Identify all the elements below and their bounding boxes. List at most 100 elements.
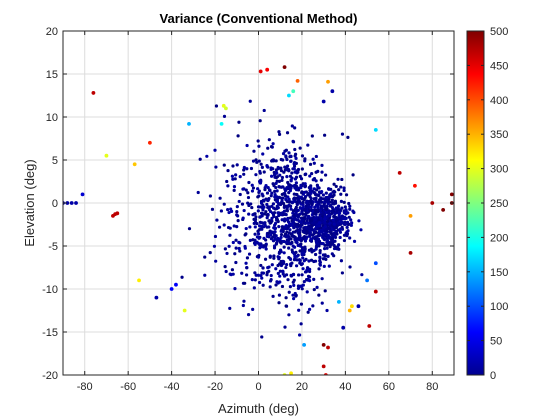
data-point [340,220,344,224]
data-point [221,103,226,108]
data-point [230,174,234,178]
data-point [268,209,273,214]
data-point [289,371,293,375]
data-point [331,208,335,212]
data-point [237,240,241,244]
data-point [294,211,298,215]
data-point [294,250,298,254]
data-point [244,226,248,231]
data-point [312,161,316,165]
data-point [351,173,355,177]
colorbar-tick-label: 50 [490,336,502,348]
data-point [310,218,314,223]
data-point [288,228,292,232]
data-point [321,234,325,238]
data-point [299,322,303,326]
data-point [246,201,250,205]
data-point [69,201,74,205]
data-point [260,212,265,216]
data-point [345,225,349,230]
data-point [337,188,341,192]
data-point [274,283,278,287]
data-point [74,201,78,205]
data-point [291,184,296,188]
data-point [266,198,270,203]
data-point [279,166,283,170]
data-point [290,240,294,245]
data-point [312,248,316,253]
data-point [233,177,237,181]
data-point [316,204,320,208]
data-point [322,226,326,230]
data-point [285,157,289,162]
data-point [236,134,240,138]
data-point [309,205,313,209]
data-point [265,234,269,239]
data-point [321,211,325,215]
data-point [246,191,250,195]
data-point [277,130,281,134]
data-point [212,244,217,248]
data-point [241,216,245,220]
data-point [226,207,230,212]
data-point [281,151,286,156]
data-point [274,242,278,246]
data-point [251,238,255,242]
data-point [299,177,304,181]
data-point [321,193,325,197]
data-point [262,205,266,209]
data-point [312,230,316,234]
data-point [339,185,343,189]
data-point [315,220,319,224]
data-point [328,244,332,249]
data-point [323,133,327,137]
data-point [257,236,261,240]
data-point [265,213,269,217]
data-point [291,280,295,284]
data-point [284,273,289,277]
data-point [236,219,240,223]
data-point [288,257,293,261]
data-point [259,263,263,268]
data-point [272,254,276,258]
data-point [322,264,326,268]
data-point [317,267,321,271]
data-point [294,161,298,165]
y-tick-label: 5 [52,155,58,167]
y-tick-label: 0 [52,198,58,210]
data-point [137,278,141,283]
data-point [347,222,351,226]
data-point [302,235,307,239]
data-point [257,159,261,163]
colorbar-tick-label: 500 [490,26,508,38]
data-point [277,250,282,254]
data-point [307,259,311,263]
data-point [319,178,323,182]
data-point [261,208,265,212]
data-point [196,190,200,195]
data-point [320,170,324,174]
data-point [271,167,275,171]
data-point [293,126,297,130]
data-point [300,287,304,291]
data-point [267,269,271,273]
data-point [321,343,326,347]
data-point [291,273,296,277]
data-point [286,240,291,244]
data-point [272,246,277,250]
data-point [291,209,295,213]
data-point [294,294,298,298]
data-point [283,188,288,193]
data-point [294,229,299,233]
data-point [309,186,313,190]
data-point [273,175,277,179]
data-point [345,233,349,238]
data-point [265,202,269,207]
data-point [343,205,347,209]
data-point [250,278,254,282]
data-point [259,273,263,278]
axis-ticks: -80 -60 -40 -20 0 20 40 60 80 -20 -15 -10 -5 0 5 10 15 20 [42,26,454,393]
data-point [297,199,302,204]
data-point [323,229,327,233]
data-point [301,229,305,233]
